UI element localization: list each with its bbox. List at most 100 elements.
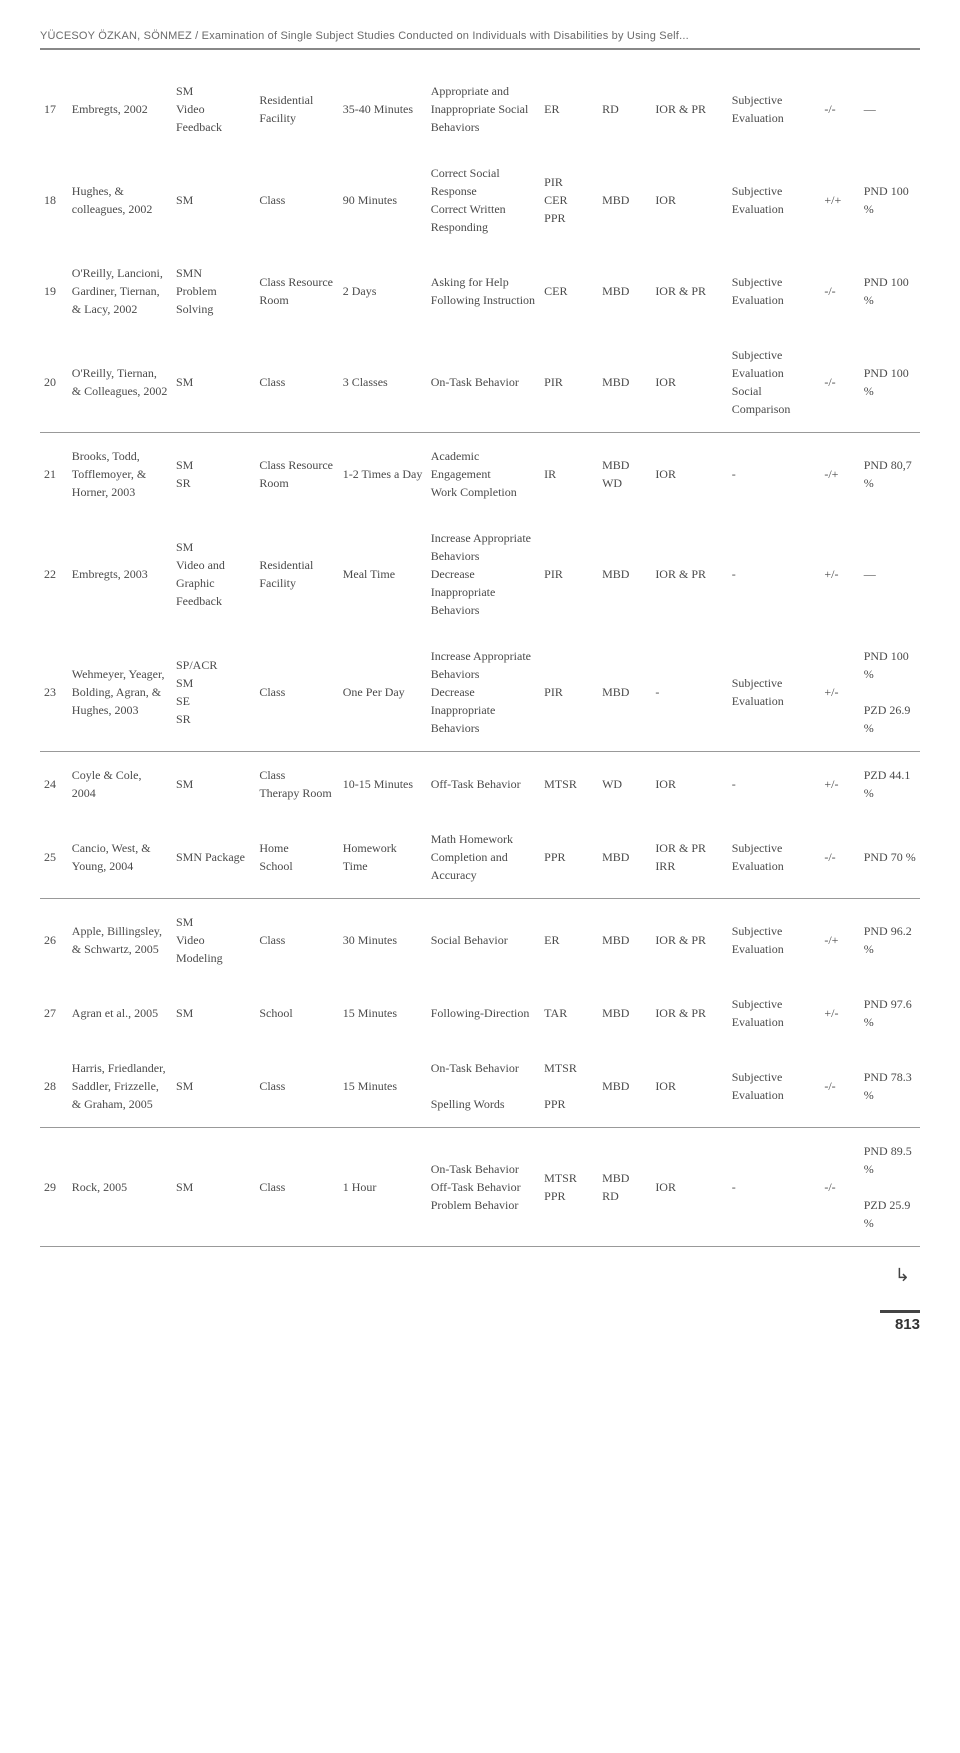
table-cell: — (860, 68, 920, 150)
table-cell: MBD (598, 816, 651, 899)
table-cell: PND 80,7 % (860, 433, 920, 516)
table-cell: - (728, 433, 821, 516)
table-cell: Math Homework Completion and Accuracy (427, 816, 540, 899)
table-cell: 21 (40, 433, 68, 516)
table-cell: Meal Time (339, 515, 427, 633)
table-cell: PPR (540, 816, 598, 899)
table-cell: +/+ (820, 150, 859, 250)
table-cell: HomeSchool (255, 816, 338, 899)
table-row: 20O'Reilly, Tiernan, & Colleagues, 2002S… (40, 332, 920, 433)
table-cell: Subjective Evaluation (728, 150, 821, 250)
table-cell: MBD (598, 1045, 651, 1128)
table-cell: TAR (540, 981, 598, 1045)
table-cell: IOR & PR (651, 250, 727, 332)
table-cell: Class (255, 633, 338, 752)
table-cell: MTSRPPR (540, 1128, 598, 1247)
table-cell: ER (540, 68, 598, 150)
table-cell: PZD 44.1 % (860, 752, 920, 817)
table-cell: Class (255, 1128, 338, 1247)
table-cell: Class (255, 1045, 338, 1128)
table-cell: Subjective Evaluation (728, 899, 821, 982)
table-cell: Brooks, Todd, Tofflemoyer, & Horner, 200… (68, 433, 172, 516)
table-cell: PND 97.6 % (860, 981, 920, 1045)
table-cell: Correct Social ResponseCorrect Written R… (427, 150, 540, 250)
table-cell: SM (172, 981, 255, 1045)
table-cell: 23 (40, 633, 68, 752)
table-cell: PND 100 % (860, 332, 920, 433)
table-row: 29Rock, 2005SMClass1 HourOn-Task Behavio… (40, 1128, 920, 1247)
table-row: 26Apple, Billingsley, & Schwartz, 2005SM… (40, 899, 920, 982)
table-cell: - (651, 633, 727, 752)
table-cell: IOR (651, 1045, 727, 1128)
table-cell: 1-2 Times a Day (339, 433, 427, 516)
table-cell: O'Reilly, Lancioni, Gardiner, Tiernan, &… (68, 250, 172, 332)
table-cell: Rock, 2005 (68, 1128, 172, 1247)
table-cell: IOR (651, 752, 727, 817)
table-cell: 27 (40, 981, 68, 1045)
data-table: 17Embregts, 2002SMVideo FeedbackResident… (40, 68, 920, 1247)
table-cell: -/+ (820, 899, 859, 982)
table-cell: MBD (598, 250, 651, 332)
table-row: 27Agran et al., 2005SMSchool15 MinutesFo… (40, 981, 920, 1045)
table-cell: - (728, 515, 821, 633)
table-cell: Appropriate and Inappropriate Social Beh… (427, 68, 540, 150)
table-cell: Academic EngagementWork Completion (427, 433, 540, 516)
table-cell: PND 89.5 %PZD 25.9 % (860, 1128, 920, 1247)
table-cell: 22 (40, 515, 68, 633)
table-cell: Subjective Evaluation (728, 1045, 821, 1128)
table-cell: PND 100 % (860, 150, 920, 250)
table-row: 28Harris, Friedlander, Saddler, Frizzell… (40, 1045, 920, 1128)
table-cell: 3 Classes (339, 332, 427, 433)
table-cell: Following-Direction (427, 981, 540, 1045)
table-cell: On-Task Behavior (427, 332, 540, 433)
table-cell: 26 (40, 899, 68, 982)
table-cell: - (728, 1128, 821, 1247)
table-cell: +/- (820, 633, 859, 752)
table-cell: 29 (40, 1128, 68, 1247)
table-cell: PND 70 % (860, 816, 920, 899)
table-row: 24Coyle & Cole, 2004SMClassTherapy Room1… (40, 752, 920, 817)
table-cell: - (728, 752, 821, 817)
table-cell: SMN Package (172, 816, 255, 899)
table-cell: IOR (651, 150, 727, 250)
table-cell: IOR & PR (651, 515, 727, 633)
table-cell: 20 (40, 332, 68, 433)
table-cell: ClassTherapy Room (255, 752, 338, 817)
table-cell: MBD (598, 150, 651, 250)
table-cell: Residential Facility (255, 515, 338, 633)
table-cell: One Per Day (339, 633, 427, 752)
table-cell: MBD (598, 332, 651, 433)
table-cell: IOR & PRIRR (651, 816, 727, 899)
table-cell: 19 (40, 250, 68, 332)
table-cell: MBDRD (598, 1128, 651, 1247)
table-cell: PIRCERPPR (540, 150, 598, 250)
table-cell: SM (172, 150, 255, 250)
table-cell: IOR (651, 332, 727, 433)
table-cell: Coyle & Cole, 2004 (68, 752, 172, 817)
table-cell: SMNProblem Solving (172, 250, 255, 332)
table-cell: Class (255, 150, 338, 250)
table-cell: PND 78.3 % (860, 1045, 920, 1128)
table-cell: Harris, Friedlander, Saddler, Frizzelle,… (68, 1045, 172, 1128)
table-cell: Increase Appropriate BehaviorsDecrease I… (427, 515, 540, 633)
table-cell: On-Task BehaviorOff-Task BehaviorProblem… (427, 1128, 540, 1247)
table-cell: IOR (651, 1128, 727, 1247)
table-cell: 90 Minutes (339, 150, 427, 250)
table-cell: Embregts, 2002 (68, 68, 172, 150)
table-cell: 35-40 Minutes (339, 68, 427, 150)
table-cell: 15 Minutes (339, 1045, 427, 1128)
table-cell: SMVideo Modeling (172, 899, 255, 982)
table-cell: Subjective EvaluationSocial Comparison (728, 332, 821, 433)
table-cell: +/- (820, 515, 859, 633)
table-row: 21Brooks, Todd, Tofflemoyer, & Horner, 2… (40, 433, 920, 516)
table-cell: PIR (540, 332, 598, 433)
table-cell: Subjective Evaluation (728, 633, 821, 752)
table-cell: +/- (820, 752, 859, 817)
table-row: 23Wehmeyer, Yeager, Bolding, Agran, & Hu… (40, 633, 920, 752)
table-cell: Off-Task Behavior (427, 752, 540, 817)
table-cell: SM (172, 752, 255, 817)
table-cell: SP/ACRSMSESR (172, 633, 255, 752)
table-cell: 2 Days (339, 250, 427, 332)
table-cell: Asking for HelpFollowing Instruction (427, 250, 540, 332)
table-cell: IOR & PR (651, 68, 727, 150)
